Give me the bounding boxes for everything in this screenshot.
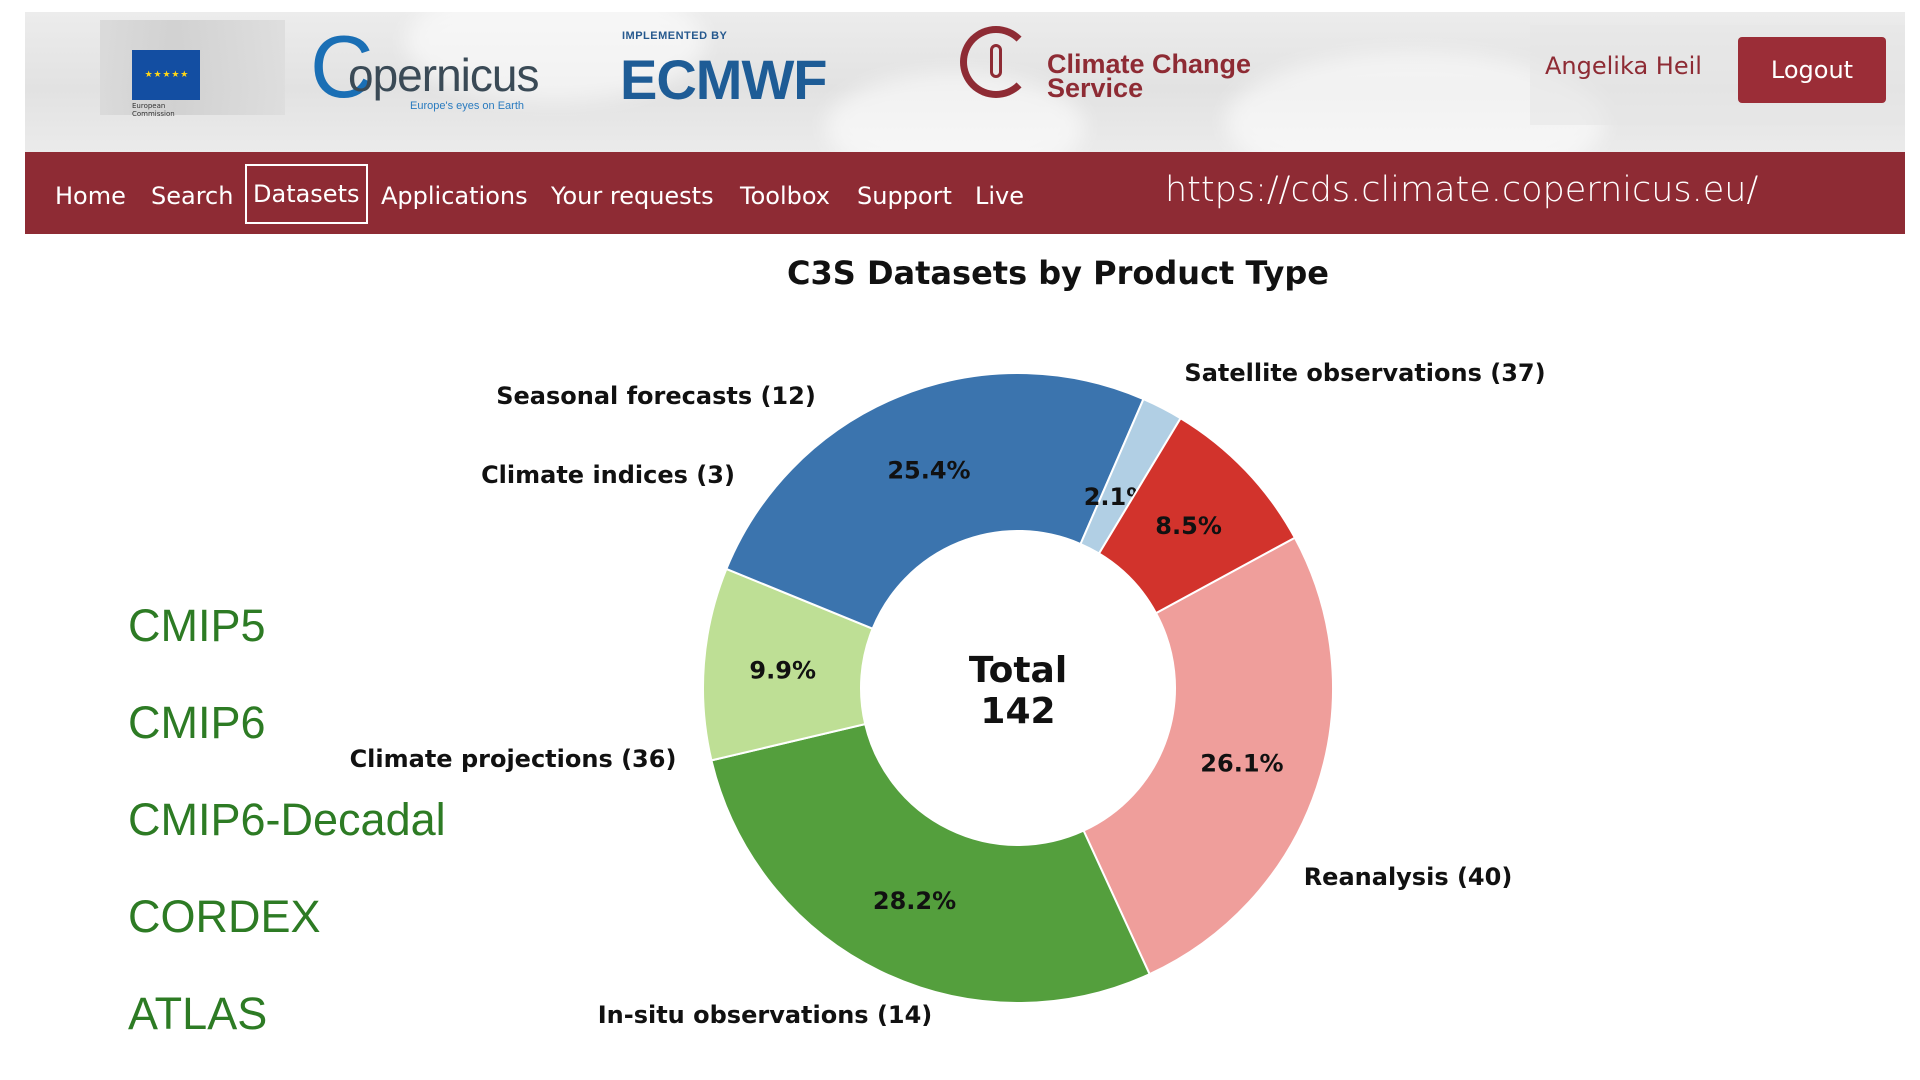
slice-percentage-label: 8.5% [1155, 512, 1222, 540]
pie-slice-reanalysis [710, 722, 1151, 1004]
slice-category-label: Climate indices (3) [481, 461, 735, 489]
nav-item-search[interactable]: Search [151, 182, 234, 210]
thermometer-icon [990, 44, 1002, 78]
pie-slice-satellite-observations [1082, 536, 1334, 976]
side-list-item: CMIP6-Decadal [128, 794, 446, 845]
copernicus-logo-word: opernicus [348, 49, 539, 101]
donut-center-value: 142 [980, 691, 1055, 732]
nav-item-live[interactable]: Live [975, 182, 1025, 210]
copernicus-tagline: Europe's eyes on Earth [410, 100, 525, 112]
slice-percentage-label: 26.1% [1200, 749, 1283, 777]
user-name[interactable]: Angelika Heil [1545, 52, 1702, 80]
slice-category-label: Satellite observations (37) [1184, 359, 1545, 387]
c3s-ring-icon [960, 26, 1032, 98]
ecmwf-wordmark: ECMWF [620, 48, 828, 111]
side-list-item: CORDEX [128, 891, 321, 942]
slice-category-label: In-situ observations (14) [598, 1001, 933, 1029]
pie-slice-seasonal-forecasts [1097, 416, 1297, 615]
slice-percentage-label: 28.2% [873, 887, 956, 915]
slice-category-label: Reanalysis (40) [1304, 863, 1513, 891]
eu-flag-icon: ★ ★ ★ ★ ★ [132, 50, 200, 100]
ecmwf-logo[interactable]: IMPLEMENTED BY ECMWF [620, 30, 920, 110]
climate-change-service-logo[interactable]: Climate Change Service [960, 22, 1260, 112]
c3s-logo-line2: Service [1047, 73, 1144, 103]
ecmwf-implemented-by: IMPLEMENTED BY [622, 30, 728, 42]
european-commission-logo[interactable]: ★ ★ ★ ★ ★ European Commission [100, 20, 285, 125]
c3s-logo-line1: Climate Change [1047, 49, 1252, 79]
nav-item-applications[interactable]: Applications [381, 182, 528, 210]
side-list-item: ATLAS [128, 988, 268, 1039]
eu-logo-caption: European Commission [132, 102, 175, 118]
nav-item-support[interactable]: Support [857, 182, 952, 210]
nav-item-toolbox[interactable]: Toolbox [740, 182, 830, 210]
pie-slice-climate-projections [725, 372, 1145, 630]
site-url: https://cds.climate.copernicus.eu/ [1165, 170, 1759, 210]
side-list-item: CMIP5 [128, 600, 266, 651]
donut-center-label: Total [969, 650, 1067, 691]
slice-percentage-label: 9.9% [749, 657, 816, 685]
nav-item-home[interactable]: Home [55, 182, 126, 210]
copernicus-logo-letter: C [310, 17, 374, 116]
slice-category-label: Climate projections (36) [350, 745, 677, 773]
side-list-item: CMIP6 [128, 697, 266, 748]
slice-percentage-label: 25.4% [887, 456, 970, 484]
nav-item-your-requests[interactable]: Your requests [551, 182, 714, 210]
main-navigation: Home Search Datasets Applications Your r… [25, 152, 1905, 234]
slice-category-label: Seasonal forecasts (12) [496, 382, 816, 410]
nav-item-datasets[interactable]: Datasets [245, 164, 368, 224]
copernicus-logo[interactable]: C opernicus Europe's eyes on Earth [310, 17, 585, 116]
chart-title: C3S Datasets by Product Type [787, 254, 1329, 292]
logout-button[interactable]: Logout [1738, 37, 1886, 103]
